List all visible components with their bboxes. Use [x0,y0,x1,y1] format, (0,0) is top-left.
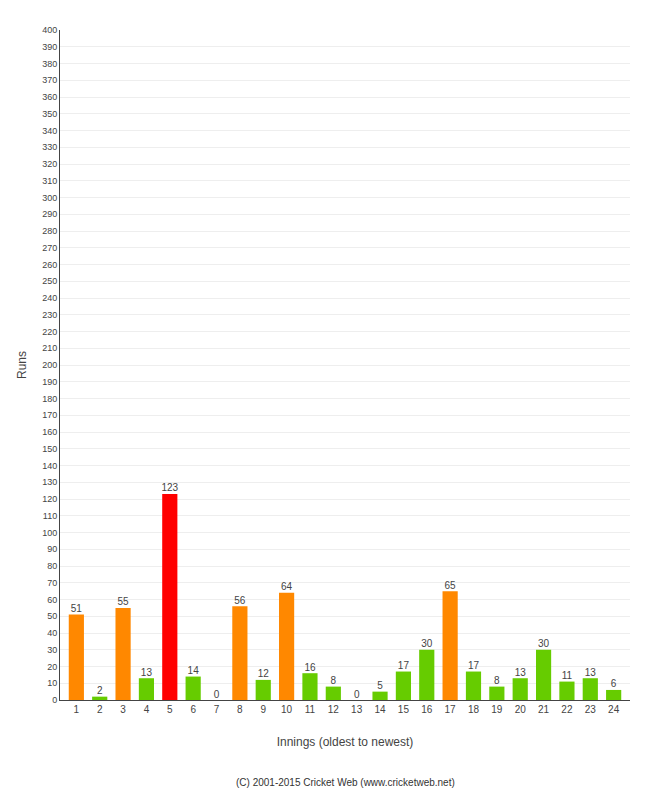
svg-text:240: 240 [42,293,57,303]
svg-text:250: 250 [42,276,57,286]
svg-text:0: 0 [354,689,360,700]
svg-text:17: 17 [468,660,480,671]
svg-text:380: 380 [42,59,57,69]
svg-text:8: 8 [494,675,500,686]
svg-text:40: 40 [47,628,57,638]
svg-text:12: 12 [328,704,340,715]
svg-text:80: 80 [47,561,57,571]
svg-text:11: 11 [305,704,316,715]
svg-text:200: 200 [42,360,57,370]
svg-text:6: 6 [190,704,196,715]
svg-text:2: 2 [97,704,103,715]
svg-text:13: 13 [141,667,153,678]
svg-text:51: 51 [71,603,83,614]
svg-text:56: 56 [234,595,246,606]
svg-text:320: 320 [42,159,57,169]
svg-text:55: 55 [118,596,130,607]
svg-text:210: 210 [42,343,57,353]
svg-text:270: 270 [42,243,57,253]
svg-text:90: 90 [47,544,57,554]
svg-text:15: 15 [398,704,410,715]
svg-text:Innings (oldest to newest): Innings (oldest to newest) [277,735,414,749]
svg-text:290: 290 [42,209,57,219]
svg-text:130: 130 [42,477,57,487]
svg-text:18: 18 [468,704,480,715]
svg-text:70: 70 [47,578,57,588]
svg-text:6: 6 [611,678,617,689]
svg-text:120: 120 [42,494,57,504]
svg-text:340: 340 [42,126,57,136]
svg-text:64: 64 [281,581,293,592]
svg-text:12: 12 [258,668,270,679]
svg-text:21: 21 [538,704,550,715]
svg-text:9: 9 [260,704,266,715]
svg-text:13: 13 [351,704,363,715]
svg-text:17: 17 [398,660,410,671]
svg-text:(C) 2001-2015 Cricket Web (www: (C) 2001-2015 Cricket Web (www.cricketwe… [236,777,455,788]
svg-text:330: 330 [42,142,57,152]
svg-text:13: 13 [585,667,597,678]
svg-text:260: 260 [42,260,57,270]
svg-text:8: 8 [237,704,243,715]
svg-text:13: 13 [515,667,527,678]
svg-text:190: 190 [42,377,57,387]
svg-text:360: 360 [42,92,57,102]
svg-text:14: 14 [374,704,386,715]
svg-text:170: 170 [42,410,57,420]
svg-text:50: 50 [47,611,57,621]
svg-text:20: 20 [515,704,527,715]
svg-text:16: 16 [421,704,433,715]
svg-text:310: 310 [42,176,57,186]
svg-text:4: 4 [144,704,150,715]
svg-text:140: 140 [42,461,57,471]
svg-text:0: 0 [52,695,57,705]
svg-text:110: 110 [43,511,57,521]
svg-text:60: 60 [47,595,57,605]
svg-text:17: 17 [445,704,457,715]
svg-text:150: 150 [42,444,57,454]
svg-text:350: 350 [42,109,57,119]
svg-text:100: 100 [42,528,57,538]
svg-text:1: 1 [74,704,80,715]
svg-text:Runs: Runs [15,351,29,379]
svg-text:30: 30 [538,638,550,649]
svg-text:8: 8 [331,675,337,686]
svg-text:14: 14 [188,665,200,676]
svg-text:280: 280 [42,226,57,236]
svg-text:30: 30 [47,645,57,655]
svg-text:180: 180 [42,394,57,404]
svg-text:19: 19 [491,704,503,715]
svg-text:65: 65 [445,580,457,591]
svg-text:3: 3 [120,704,126,715]
svg-text:22: 22 [561,704,573,715]
svg-text:16: 16 [304,662,316,673]
svg-text:400: 400 [42,25,57,35]
svg-text:230: 230 [42,310,57,320]
svg-text:220: 220 [42,327,57,337]
svg-text:0: 0 [214,689,220,700]
svg-text:10: 10 [281,704,293,715]
svg-text:160: 160 [42,427,57,437]
svg-text:30: 30 [421,638,433,649]
svg-text:11: 11 [562,670,573,681]
svg-text:20: 20 [47,662,57,672]
svg-text:370: 370 [42,75,57,85]
svg-text:5: 5 [377,680,383,691]
svg-text:7: 7 [214,704,220,715]
svg-text:23: 23 [585,704,597,715]
svg-text:2: 2 [97,685,103,696]
svg-text:5: 5 [167,704,173,715]
svg-text:24: 24 [608,704,620,715]
svg-text:390: 390 [42,42,57,52]
svg-text:300: 300 [42,193,57,203]
svg-text:123: 123 [161,482,178,493]
svg-text:10: 10 [47,678,57,688]
